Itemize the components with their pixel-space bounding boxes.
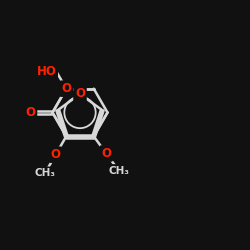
Text: O: O [75, 88, 85, 101]
Text: O: O [50, 148, 60, 161]
Text: HO: HO [36, 65, 56, 78]
Text: O: O [61, 82, 71, 95]
Text: CH₃: CH₃ [34, 168, 56, 178]
Text: CH₃: CH₃ [108, 166, 129, 176]
Text: O: O [101, 147, 111, 160]
Text: O: O [26, 106, 36, 119]
